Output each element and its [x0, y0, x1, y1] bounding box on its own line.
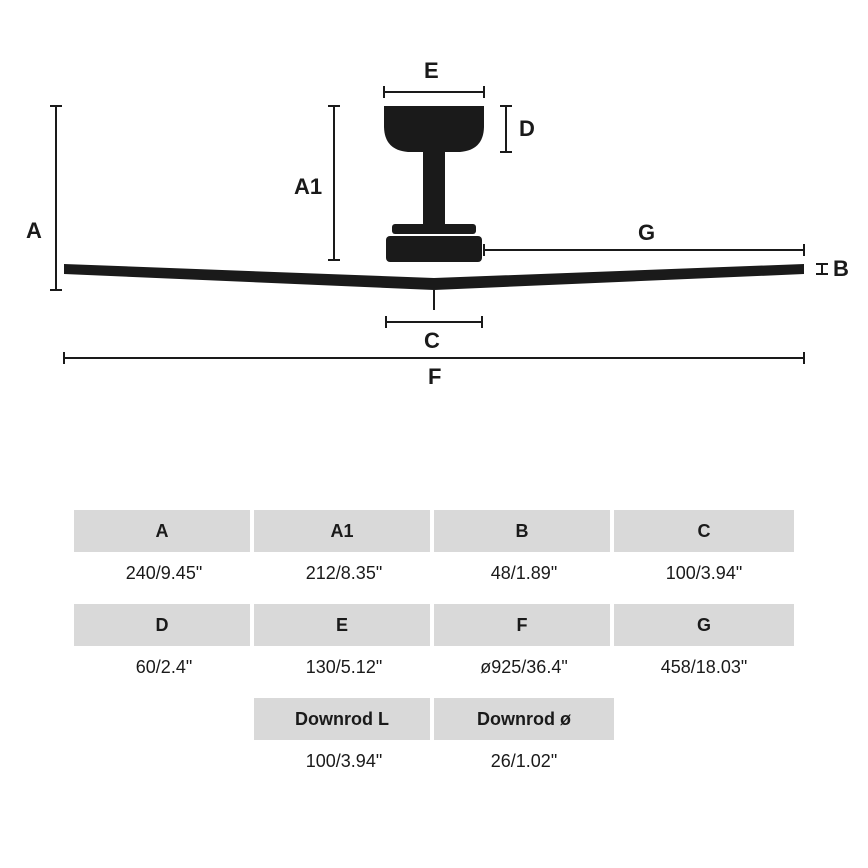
table-header: C — [614, 510, 794, 552]
label-d: D — [519, 116, 535, 142]
table-header: F — [434, 604, 614, 646]
table-header: G — [614, 604, 794, 646]
table-value: ø925/36.4" — [434, 646, 614, 688]
table-header-row: D E F G — [74, 604, 794, 646]
label-a1: A1 — [294, 174, 322, 200]
motor-ring — [392, 224, 476, 234]
table-header-row: Downrod L Downrod ø — [74, 698, 794, 740]
downrod-shape — [423, 152, 445, 224]
table-value: 26/1.02" — [434, 740, 614, 782]
canopy-shape — [384, 106, 484, 152]
table-header: D — [74, 604, 254, 646]
table-value: 212/8.35" — [254, 552, 434, 594]
motor-housing — [386, 236, 482, 262]
table-value-row: 240/9.45" 212/8.35" 48/1.89" 100/3.94" — [74, 552, 794, 594]
table-header-row: A A1 B C — [74, 510, 794, 552]
label-b: B — [833, 256, 849, 282]
table-value: 60/2.4" — [74, 646, 254, 688]
label-g: G — [638, 220, 655, 246]
table-value: 48/1.89" — [434, 552, 614, 594]
table-value: 100/3.94" — [254, 740, 434, 782]
table-value: 458/18.03" — [614, 646, 794, 688]
table-value-row: 100/3.94" 26/1.02" — [74, 740, 794, 782]
table-header: E — [254, 604, 434, 646]
table-value: 100/3.94" — [614, 552, 794, 594]
dimensions-table: A A1 B C 240/9.45" 212/8.35" 48/1.89" 10… — [74, 510, 794, 782]
table-header: B — [434, 510, 614, 552]
table-header: Downrod ø — [434, 698, 614, 740]
table-header: A — [74, 510, 254, 552]
label-a: A — [26, 218, 42, 244]
fan-blades — [64, 264, 804, 290]
label-c: C — [424, 328, 440, 354]
table-value: 130/5.12" — [254, 646, 434, 688]
table-header: Downrod L — [254, 698, 434, 740]
label-f: F — [428, 364, 441, 390]
table-header: A1 — [254, 510, 434, 552]
fan-diagram: E D A1 A B G C F — [40, 60, 828, 400]
table-value: 240/9.45" — [74, 552, 254, 594]
table-value-row: 60/2.4" 130/5.12" ø925/36.4" 458/18.03" — [74, 646, 794, 688]
label-e: E — [424, 58, 439, 84]
